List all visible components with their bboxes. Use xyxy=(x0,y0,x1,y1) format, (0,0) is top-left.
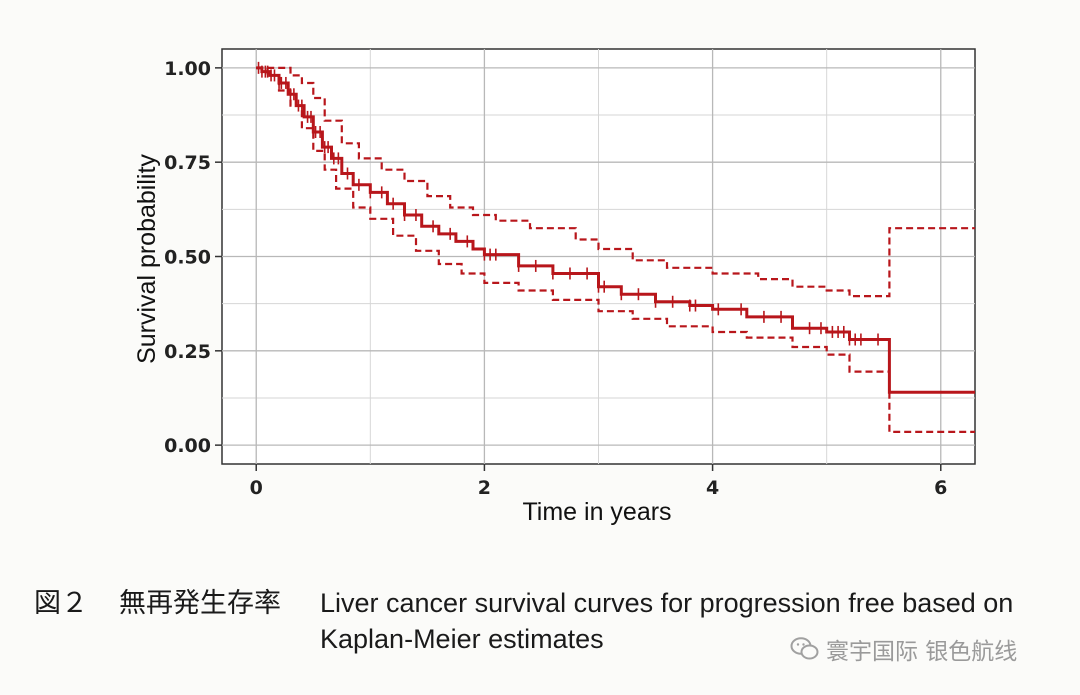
y-axis-title: Survival probability xyxy=(133,154,161,364)
x-tick-label: 4 xyxy=(706,477,719,499)
y-tick-label: 1.00 xyxy=(164,58,211,80)
y-tick-label: 0.50 xyxy=(164,247,211,269)
grid-lines xyxy=(222,49,975,464)
survival-chart: 0 2 4 6 0.00 0.25 0.50 0.75 1.00 Time in years S… xyxy=(133,48,976,526)
x-tick-label: 6 xyxy=(934,477,947,499)
censor-marks xyxy=(257,61,879,346)
figure-title-japanese: 無再発生存率 xyxy=(119,588,281,618)
wechat-icon xyxy=(790,637,819,660)
x-tick-label: 2 xyxy=(478,477,491,499)
watermark: 寰宇国际 银色航线 xyxy=(790,632,1017,666)
watermark-text: 寰宇国际 银色航线 xyxy=(826,639,1018,665)
figure-number: 図２ xyxy=(34,588,88,618)
series-lower-ci xyxy=(256,66,975,433)
series-upper-ci xyxy=(256,66,975,298)
x-tick-label: 0 xyxy=(250,477,263,499)
y-tick-label: 0.00 xyxy=(164,435,211,457)
axes: 0 2 4 6 0.00 0.25 0.50 0.75 1.00 xyxy=(164,58,947,499)
y-tick-label: 0.25 xyxy=(164,341,211,363)
x-axis-title: Time in years xyxy=(522,498,671,526)
y-tick-label: 0.75 xyxy=(164,152,211,174)
figure-title-english: Liver cancer survival curves for progres… xyxy=(320,588,1014,654)
